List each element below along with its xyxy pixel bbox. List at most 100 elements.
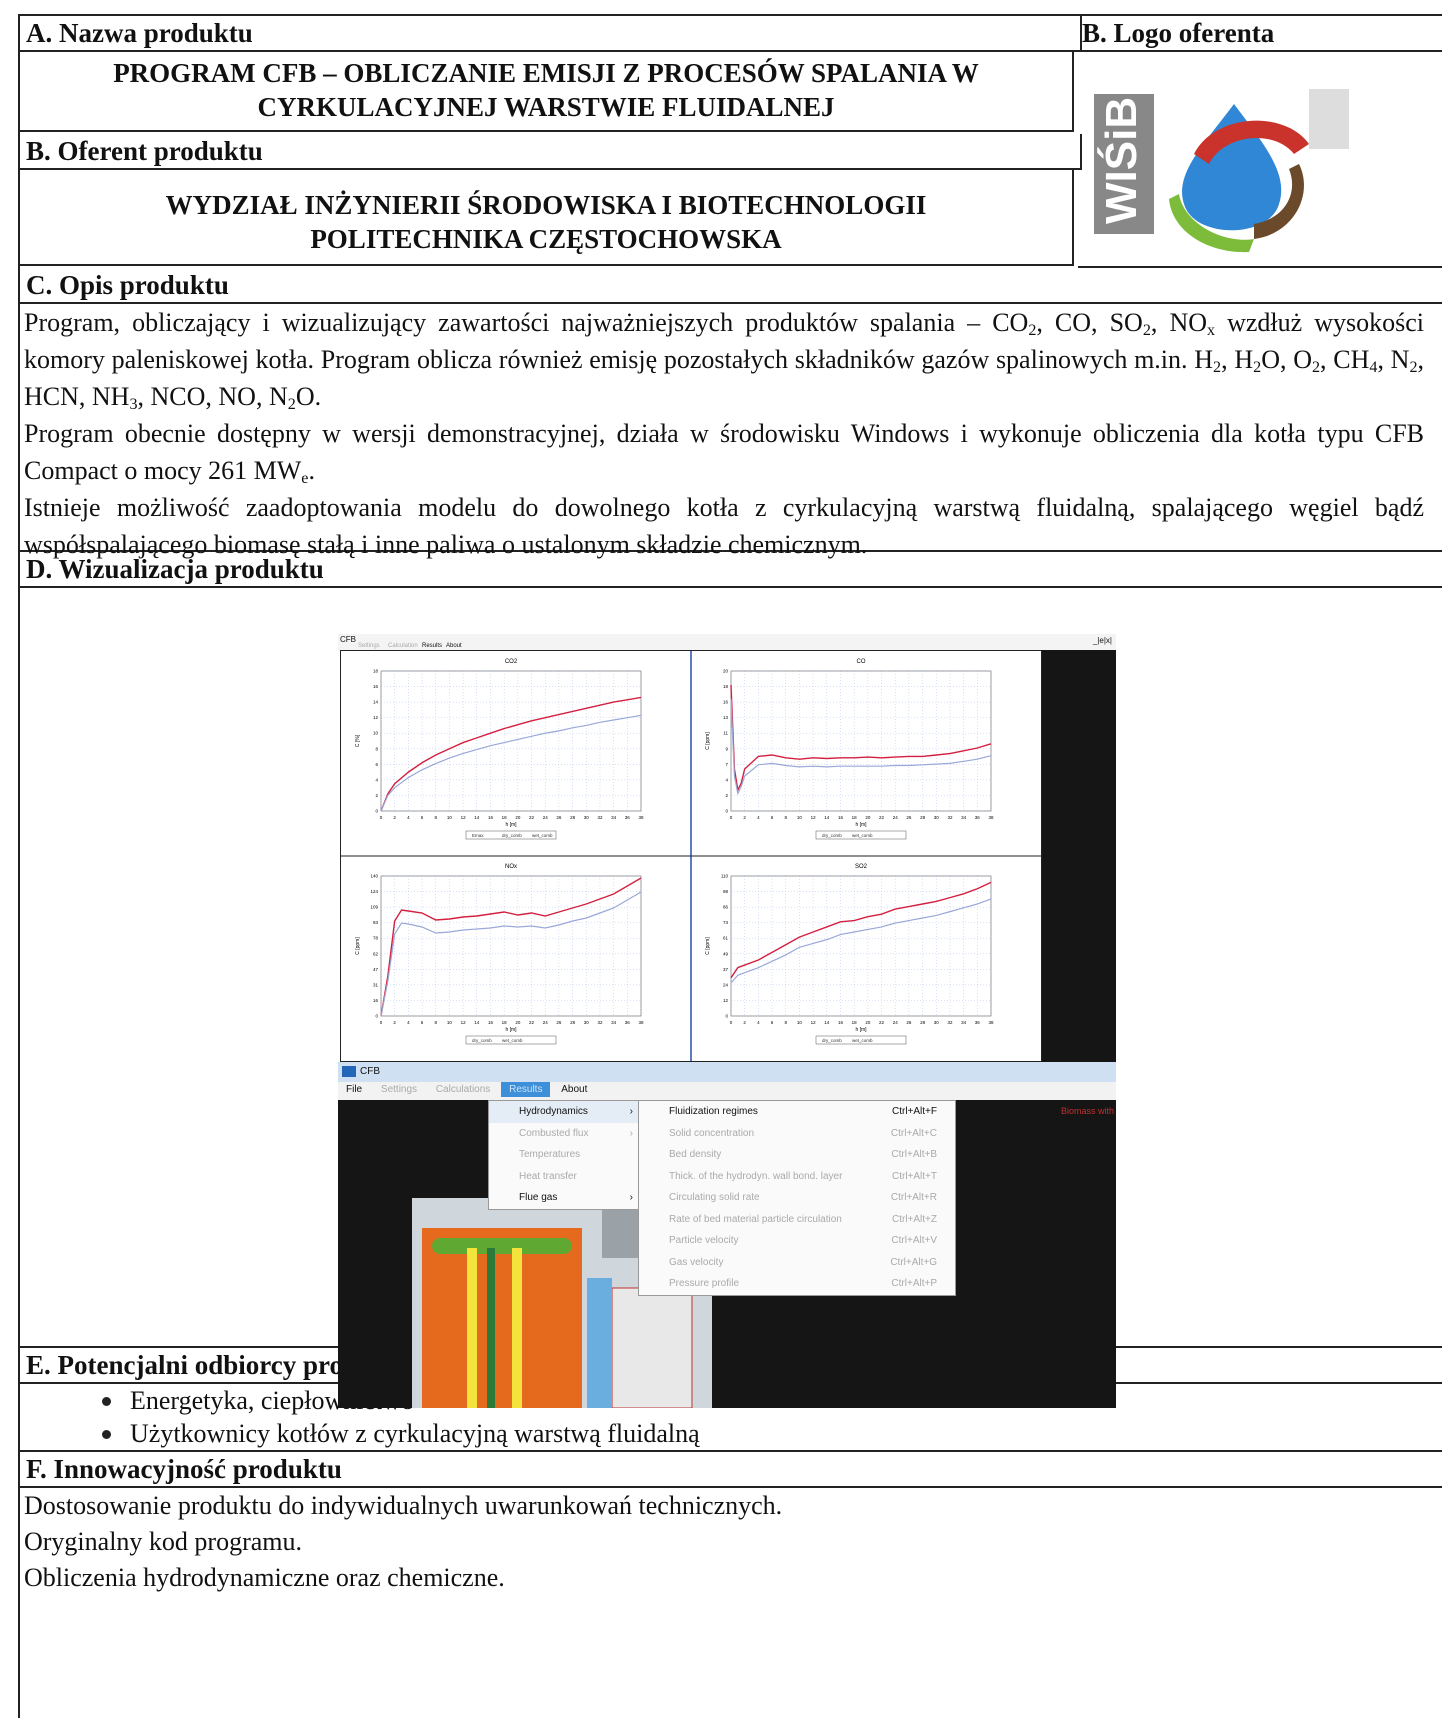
x-tick-label: 36 — [625, 1020, 631, 1025]
logo-text: WIŚiB — [1096, 97, 1146, 224]
x-tick-label: 0 — [730, 815, 733, 820]
y-tick-label: 24 — [723, 982, 729, 987]
series-line-wet_comb — [730, 898, 992, 984]
menu-about[interactable]: About — [561, 1084, 588, 1095]
series-line-wet_comb — [380, 891, 642, 1017]
y-axis-label: C [%] — [355, 734, 361, 747]
x-tick-label: 12 — [461, 815, 467, 820]
innovation-item-2: Oryginalny kod programu. — [24, 1527, 303, 1556]
x-tick-label: 6 — [771, 815, 774, 820]
x-tick-label: 38 — [638, 1020, 644, 1025]
x-tick-label: 10 — [797, 815, 803, 820]
x-tick-label: 10 — [797, 1020, 803, 1025]
section-b-header: B. Oferent produktu — [20, 134, 1082, 170]
product-sheet: A. Nazwa produktu B. Logo oferenta PROGR… — [18, 14, 1442, 1718]
side-label: Biomass with — [1060, 1106, 1114, 1116]
offerer-line1: WYDZIAŁ INŻYNIERII ŚRODOWISKA I BIOTECHN… — [165, 190, 927, 220]
x-tick-label: 22 — [529, 815, 535, 820]
y-tick-label: 12 — [723, 998, 729, 1003]
plot-menu-calculation[interactable]: Calculation — [388, 643, 418, 649]
x-tick-label: 10 — [447, 815, 453, 820]
series-line-dry_comb — [730, 684, 992, 793]
menu-settings[interactable]: Settings — [380, 1084, 418, 1095]
y-tick-label: 6 — [375, 762, 378, 767]
y-axis-label: C [ppm] — [705, 732, 711, 750]
product-name-line1: PROGRAM CFB – OBLICZANIE EMISJI Z PROCES… — [113, 58, 979, 88]
menu-item-thick-wall-layer[interactable]: Thick. of the hydrodyn. wall bond. layer… — [669, 1170, 937, 1182]
x-tick-label: 32 — [947, 815, 953, 820]
menu-item-combusted-flux[interactable]: Combusted flux › — [519, 1127, 633, 1139]
x-tick-label: 2 — [743, 1020, 746, 1025]
x-tick-label: 20 — [865, 1020, 871, 1025]
y-tick-label: 73 — [723, 920, 729, 925]
x-tick-label: 14 — [474, 815, 480, 820]
x-tick-label: 0 — [730, 1020, 733, 1025]
section-f-header: F. Innowacyjność produktu — [20, 1452, 1442, 1488]
x-tick-label: 28 — [570, 815, 576, 820]
x-tick-label: 30 — [584, 1020, 590, 1025]
plot-menu-results[interactable]: Results — [422, 643, 443, 649]
y-tick-label: 62 — [373, 951, 379, 956]
offerer-name: WYDZIAŁ INŻYNIERII ŚRODOWISKA I BIOTECHN… — [20, 170, 1074, 266]
x-tick-label: 8 — [784, 815, 787, 820]
menu-item-pressure-profile[interactable]: Pressure profile Ctrl+Alt+P — [669, 1278, 937, 1289]
x-tick-label: 2 — [393, 815, 396, 820]
menu-item-solid-concentration[interactable]: Solid concentration Ctrl+Alt+C — [669, 1127, 937, 1139]
menu-file[interactable]: File — [346, 1084, 363, 1095]
plot-menu-about[interactable]: About — [446, 643, 462, 649]
app-title: CFB — [360, 1066, 380, 1077]
x-tick-label: 16 — [838, 815, 844, 820]
y-tick-label: 2 — [375, 793, 378, 798]
menu-item-gas-velocity[interactable]: Gas velocity Ctrl+Alt+G — [669, 1256, 937, 1268]
legend-entry: wet_comb — [532, 833, 553, 838]
series-line-dry_comb — [380, 696, 642, 812]
menu-results[interactable]: Results — [501, 1082, 551, 1097]
x-tick-label: 0 — [380, 1020, 383, 1025]
x-tick-label: 32 — [597, 1020, 603, 1025]
section-d-header: D. Wizualizacja produktu — [20, 552, 1442, 588]
x-tick-label: 36 — [975, 815, 981, 820]
y-tick-label: 93 — [373, 920, 379, 925]
menu-item-fluidization-regimes[interactable]: Fluidization regimes Ctrl+Alt+F — [669, 1106, 937, 1117]
legend-entry: Emax — [472, 833, 484, 838]
x-axis-label: h [m] — [855, 1027, 867, 1033]
x-tick-label: 10 — [447, 1020, 453, 1025]
x-tick-label: 24 — [543, 1020, 549, 1025]
menu-calculations[interactable]: Calculations — [435, 1084, 491, 1095]
menu-item-circulating-solid-rate[interactable]: Circulating solid rate Ctrl+Alt+R — [669, 1192, 937, 1203]
legend-box — [815, 1035, 907, 1045]
hydrodynamics-submenu: Fluidization regimes Ctrl+Alt+F Solid con… — [638, 1100, 956, 1296]
menu-item-bed-density[interactable]: Bed density Ctrl+Alt+B — [669, 1149, 937, 1160]
x-tick-label: 4 — [757, 815, 760, 820]
y-tick-label: 31 — [373, 982, 379, 987]
app-icon — [342, 1066, 356, 1077]
x-tick-label: 26 — [906, 1020, 912, 1025]
menu-item-rate-particle-circulation[interactable]: Rate of bed material particle circulatio… — [669, 1213, 937, 1225]
cfb-app-window: CFB File Settings Calculations Results A… — [338, 1062, 1116, 1408]
y-tick-label: 98 — [723, 889, 729, 894]
software-screenshot: CFB Settings Calculation Results About _… — [338, 634, 1116, 1408]
window-controls[interactable]: _|e|x| — [1092, 636, 1112, 645]
menu-item-flue-gas[interactable]: Flue gas › — [519, 1192, 633, 1203]
plot-menu-settings[interactable]: Settings — [358, 643, 380, 649]
menu-item-hydrodynamics[interactable]: Hydrodynamics › — [489, 1101, 639, 1123]
y-tick-label: 7 — [725, 762, 728, 767]
menu-item-temperatures[interactable]: Temperatures — [519, 1149, 581, 1160]
y-tick-label: 109 — [370, 905, 378, 910]
x-tick-label: 36 — [625, 815, 631, 820]
x-tick-label: 32 — [597, 815, 603, 820]
menu-item-particle-velocity[interactable]: Particle velocity Ctrl+Alt+V — [669, 1235, 937, 1246]
series-line-wet_comb — [730, 698, 992, 796]
menu-item-heat-transfer[interactable]: Heat transfer — [519, 1170, 577, 1182]
x-tick-label: 2 — [393, 1020, 396, 1025]
y-tick-label: 16 — [723, 700, 729, 705]
y-tick-label: 140 — [370, 874, 378, 879]
plot-area — [730, 670, 992, 812]
x-tick-label: 20 — [515, 1020, 521, 1025]
y-tick-label: 11 — [723, 731, 728, 736]
series-line-dry_comb — [730, 881, 992, 979]
x-tick-label: 30 — [934, 815, 940, 820]
results-dropdown: Hydrodynamics › Combusted flux › Temperatu… — [488, 1100, 640, 1210]
y-tick-label: 37 — [723, 967, 729, 972]
x-axis-label: h [m] — [505, 1027, 517, 1033]
